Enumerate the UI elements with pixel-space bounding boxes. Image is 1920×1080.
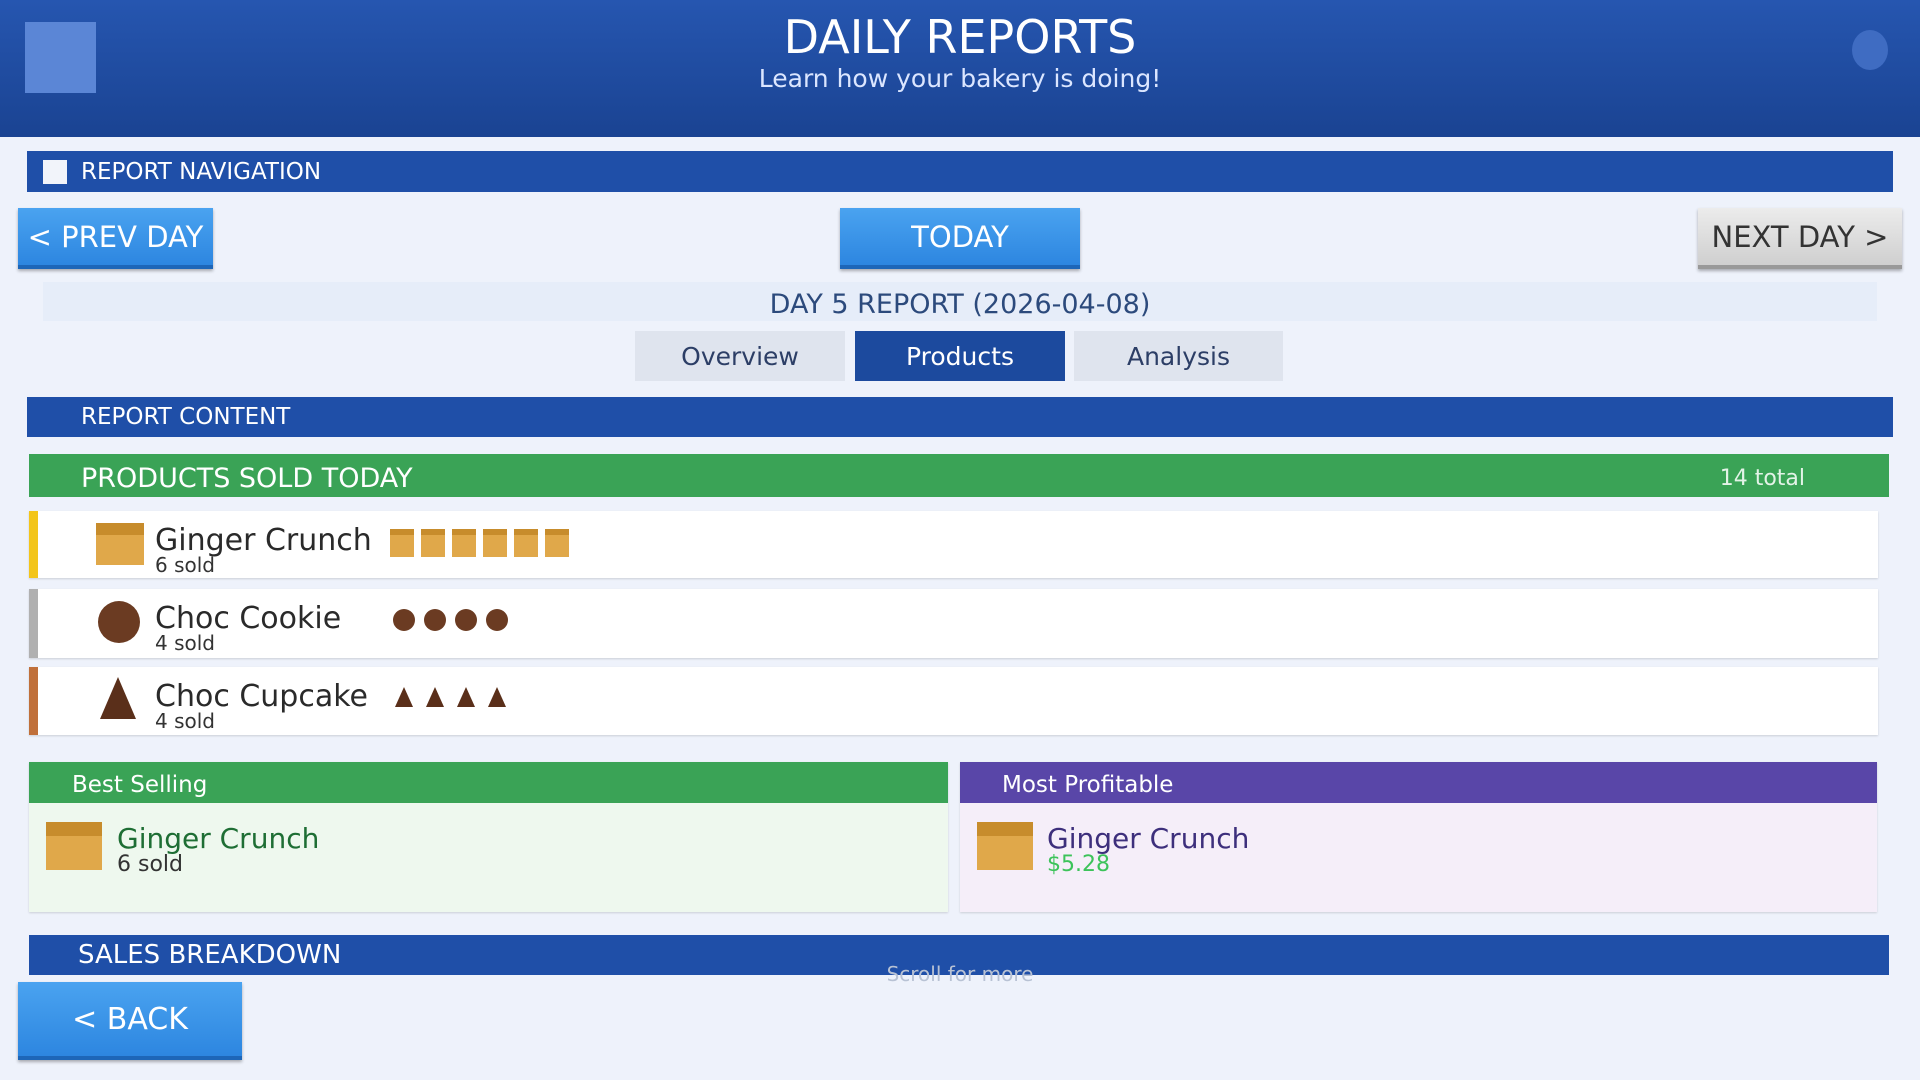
card-detail: $5.28: [1047, 852, 1110, 877]
tab[interactable]: Analysis: [1074, 331, 1283, 381]
subtitle: Learn how your bakery is doing!: [758, 64, 1162, 93]
product-name: Ginger Crunch: [155, 523, 372, 558]
breakdown-bar: SALES BREAKDOWN: [29, 935, 1889, 975]
header: DAILY REPORTS Learn how your bakery is d…: [0, 0, 1920, 137]
products-title: PRODUCTS SOLD TODAY: [81, 463, 413, 494]
scroll-hint: Scroll for more: [886, 962, 1034, 986]
product-row: Choc Cupcake 4 sold: [29, 667, 1878, 735]
prev-button[interactable]: < PREV DAY: [18, 208, 213, 269]
product-name: Choc Cookie: [155, 601, 342, 636]
menu-button[interactable]: [25, 22, 96, 93]
nav-bar[interactable]: REPORT NAVIGATION: [27, 151, 1893, 192]
report-title: DAY 5 REPORT (2026-04-08): [43, 282, 1877, 321]
tab[interactable]: Overview: [635, 331, 845, 381]
icon: [98, 601, 140, 643]
breakdown-title: SALES BREAKDOWN: [78, 940, 342, 970]
card-title: Most Profitable: [960, 762, 1877, 803]
today-button[interactable]: TODAY: [840, 208, 1080, 269]
icons: [390, 529, 576, 561]
card-name: Ginger Crunch: [1047, 822, 1250, 855]
product-name: Choc Cupcake: [155, 679, 368, 714]
next-button[interactable]: NEXT DAY >: [1698, 208, 1902, 269]
icon: [96, 523, 144, 565]
back-button[interactable]: < BACK: [18, 982, 242, 1060]
nav-title: REPORT NAVIGATION: [81, 158, 322, 185]
product-sold: 4 sold: [155, 631, 215, 655]
profit-card: Most Profitable Ginger Crunch $5.28: [960, 762, 1877, 912]
icon: [43, 160, 67, 184]
tab-active[interactable]: Products: [855, 331, 1065, 381]
icons: [393, 609, 517, 635]
card-name: Ginger Crunch: [117, 822, 320, 855]
icon: [977, 822, 1033, 870]
card-detail: 6 sold: [117, 852, 183, 877]
product-row: Choc Cookie 4 sold: [29, 589, 1878, 658]
icons: [395, 687, 519, 711]
card-title: Best Selling: [29, 762, 948, 803]
avatar[interactable]: [1852, 30, 1888, 70]
total: 14 total: [1719, 466, 1805, 491]
icon: [100, 677, 136, 719]
product-sold: 4 sold: [155, 709, 215, 733]
title: DAILY REPORTS: [783, 10, 1137, 64]
products-bar: PRODUCTS SOLD TODAY 14 total: [29, 454, 1889, 497]
content-title: REPORT CONTENT: [81, 404, 291, 430]
product-sold: 6 sold: [155, 553, 215, 577]
content-bar[interactable]: REPORT CONTENT: [27, 397, 1893, 437]
best-card: Best Selling Ginger Crunch 6 sold: [29, 762, 948, 912]
icon: [46, 822, 102, 870]
product-row: Ginger Crunch 6 sold: [29, 511, 1878, 578]
